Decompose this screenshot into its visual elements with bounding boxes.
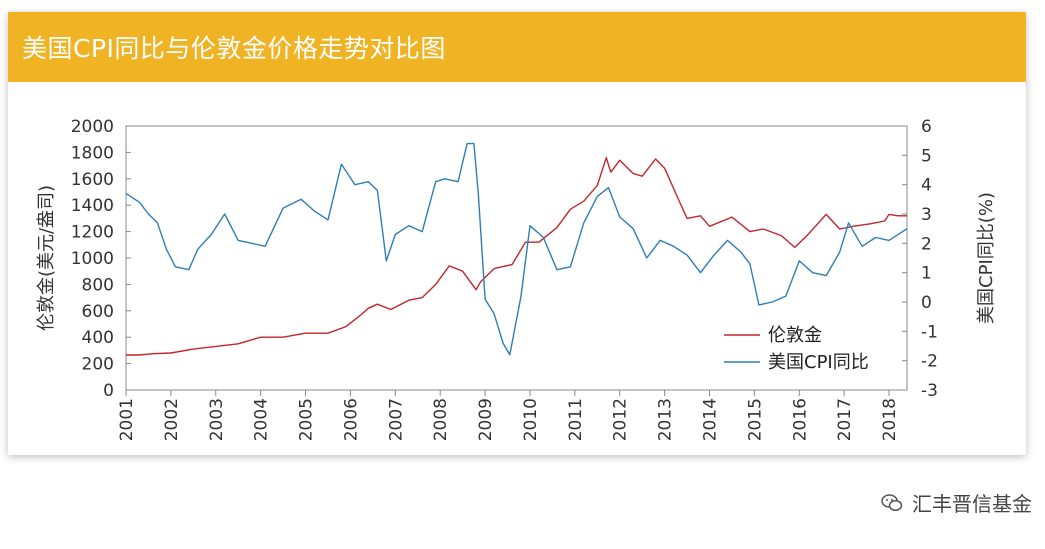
right-tick-label: 6	[921, 117, 932, 137]
right-tick-label: -2	[921, 352, 938, 372]
right-tick-label: 4	[921, 176, 932, 196]
left-tick-label: 1800	[71, 143, 114, 163]
chart-header: 美国CPI同比与伦敦金价格走势对比图	[8, 12, 1026, 82]
right-tick-label: -3	[921, 381, 938, 401]
right-tick-label: 1	[921, 264, 932, 284]
x-tick-label: 2012	[611, 398, 631, 441]
x-tick-label: 2007	[386, 398, 406, 441]
x-axis-ticks: 2001 2002 2003 2004 2005 2006 2007 2008 2009 2010…	[117, 390, 900, 441]
x-tick-label: 2009	[476, 398, 496, 441]
left-tick-label: 1200	[71, 223, 114, 243]
left-tick-label: 1600	[71, 170, 114, 190]
right-tick-label: 3	[921, 205, 932, 225]
x-tick-label: 2014	[701, 398, 721, 441]
x-tick-label: 2015	[745, 398, 765, 441]
left-tick-label: 200	[82, 355, 114, 375]
left-axis-ticks: 0 200 400 600 800 1000 1200 1400 1600 1800 2000	[71, 117, 131, 401]
right-tick-label: 0	[921, 293, 932, 313]
left-axis-title: 伦敦金(美元/盎司)	[36, 185, 57, 331]
series-layer	[125, 142, 908, 356]
watermark: 汇丰晋信基金	[880, 488, 1032, 517]
chart-card: 美国CPI同比与伦敦金价格走势对比图	[8, 12, 1026, 455]
x-tick-label: 2017	[835, 398, 855, 441]
chart-title: 美国CPI同比与伦敦金价格走势对比图	[22, 34, 446, 63]
left-tick-label: 600	[82, 302, 114, 322]
x-tick-label: 2011	[566, 398, 586, 441]
x-tick-label: 2018	[880, 398, 900, 441]
x-tick-label: 2001	[117, 398, 137, 441]
right-tick-label: 5	[921, 146, 932, 166]
left-tick-label: 1000	[71, 249, 114, 269]
x-tick-label: 2002	[162, 398, 182, 441]
x-tick-label: 2010	[521, 398, 541, 441]
right-axis-ticks: -3 -2 -1 0 1 2 3 4 5 6	[902, 117, 938, 401]
us-cpi-line	[125, 142, 908, 356]
x-tick-label: 2008	[431, 398, 451, 441]
left-tick-label: 0	[103, 381, 114, 401]
watermark-text: 汇丰晋信基金	[912, 492, 1032, 516]
right-tick-label: 2	[921, 234, 932, 254]
x-tick-label: 2006	[341, 398, 361, 441]
right-tick-label: -1	[921, 322, 938, 342]
wechat-icon	[881, 493, 903, 511]
right-axis-title: 美国CPI同比(%)	[976, 192, 997, 324]
x-tick-label: 2013	[656, 398, 676, 441]
legend-label-cpi: 美国CPI同比	[768, 352, 869, 373]
x-tick-label: 2016	[790, 398, 810, 441]
left-tick-label: 1400	[71, 196, 114, 216]
left-tick-label: 400	[82, 328, 114, 348]
chart-legend: 伦敦金 美国CPI同比	[724, 325, 869, 373]
gold-price-line	[126, 156, 907, 356]
x-tick-label: 2004	[252, 398, 272, 441]
x-tick-label: 2005	[297, 398, 317, 441]
left-tick-label: 800	[82, 275, 114, 295]
x-tick-label: 2003	[207, 398, 227, 441]
legend-label-gold: 伦敦金	[768, 325, 822, 346]
left-tick-label: 2000	[71, 117, 114, 137]
